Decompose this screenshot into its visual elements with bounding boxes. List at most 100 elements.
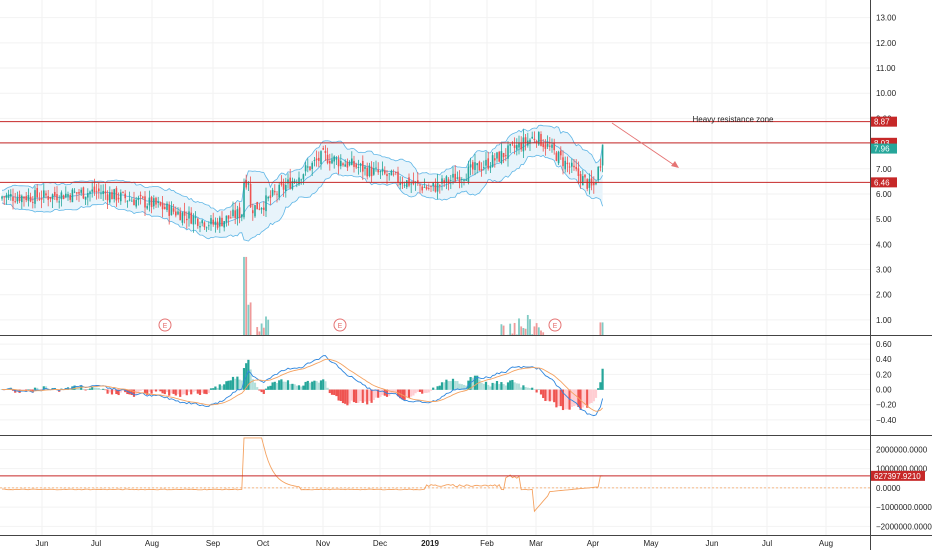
candle-body <box>61 192 63 199</box>
macd-histogram-bar <box>498 384 500 390</box>
macd-histogram-bar <box>503 384 505 390</box>
earnings-marker[interactable]: E <box>334 319 346 331</box>
macd-histogram-bar <box>219 384 221 389</box>
candle-body <box>19 195 21 202</box>
macd-histogram-bar <box>551 390 553 401</box>
candle[interactable] <box>254 205 256 218</box>
macd-histogram-bar <box>452 379 454 390</box>
price-tick-label: 12.00 <box>876 39 897 48</box>
macd-histogram-bar <box>573 390 575 407</box>
earnings-marker[interactable]: E <box>159 319 171 331</box>
annotation-arrowhead <box>671 161 679 168</box>
candle-body <box>344 164 346 166</box>
candle-body <box>461 179 463 180</box>
candle-body <box>89 192 91 194</box>
macd-histogram-bar <box>520 387 522 389</box>
candle-body <box>113 189 115 199</box>
candle-body <box>58 201 60 202</box>
x-tick-label: Dec <box>373 539 387 548</box>
macd-histogram-bar <box>373 390 375 400</box>
macd-histogram-bar <box>221 386 223 390</box>
candle-body <box>545 144 547 149</box>
macd-tick-label: −0.40 <box>876 416 897 425</box>
candle-body <box>241 215 243 217</box>
candle-body <box>166 204 168 210</box>
macd-histogram-bar <box>340 390 342 401</box>
candle[interactable] <box>538 131 540 146</box>
candle-body <box>311 163 313 169</box>
macd-histogram-bar <box>360 390 362 402</box>
volume-bar <box>265 316 267 335</box>
volume-bar <box>250 302 252 335</box>
annotation-arrow <box>612 123 677 167</box>
macd-histogram-bar <box>531 388 533 390</box>
macd-histogram-bar <box>417 390 419 392</box>
macd-histogram-bar <box>256 387 258 390</box>
macd-histogram-bar <box>82 389 84 390</box>
macd-histogram-bar <box>346 390 348 406</box>
macd-histogram-bar <box>274 382 276 390</box>
macd-histogram-bar <box>544 390 546 401</box>
candle-body <box>52 194 54 199</box>
candle-body <box>96 191 98 192</box>
macd-histogram-bar <box>162 390 164 394</box>
macd-histogram-bar <box>536 390 538 393</box>
candle-body <box>320 151 322 164</box>
candle-body <box>476 163 478 165</box>
macd-histogram-bar <box>265 389 267 390</box>
candle-body <box>353 161 355 167</box>
candle[interactable] <box>558 151 560 165</box>
candle-body <box>397 172 399 183</box>
macd-histogram-bar <box>254 383 256 390</box>
macd-tick-label: 0.40 <box>876 355 892 364</box>
macd-histogram-bar <box>276 383 278 390</box>
macd-histogram-bar <box>441 382 443 390</box>
volume-bar <box>525 329 527 335</box>
candle-body <box>140 195 142 196</box>
candle-body <box>190 213 192 224</box>
candle[interactable] <box>256 202 258 210</box>
candle-body <box>63 195 65 199</box>
earnings-marker[interactable]: E <box>549 319 561 331</box>
macd-histogram-bar <box>208 390 210 393</box>
macd-histogram-bar <box>487 385 489 390</box>
macd-histogram-bar <box>300 387 302 390</box>
candle-body <box>175 212 177 216</box>
macd-histogram-bar <box>294 384 296 390</box>
candle-body <box>133 199 135 205</box>
candle-body <box>439 185 441 186</box>
candle-body <box>223 221 225 227</box>
candle-body <box>472 162 474 169</box>
candle[interactable] <box>83 187 85 199</box>
candle-body <box>516 145 518 150</box>
macd-histogram-bar <box>483 384 485 390</box>
macd-histogram-bar <box>593 390 595 402</box>
candle[interactable] <box>479 161 481 171</box>
candle-body <box>507 145 509 158</box>
candle-body <box>129 200 131 201</box>
macd-pane[interactable] <box>1 356 604 416</box>
candle-body <box>10 194 12 196</box>
candle-body <box>549 146 551 147</box>
candle[interactable] <box>72 188 74 202</box>
candle-body <box>490 167 492 169</box>
macd-histogram-bar <box>100 389 102 390</box>
candle-body <box>160 202 162 205</box>
macd-histogram-bar <box>322 379 324 389</box>
macd-histogram-bar <box>261 390 263 393</box>
obv-pane[interactable] <box>0 438 870 511</box>
x-tick-label: Jul <box>762 539 772 548</box>
macd-histogram-bar <box>236 377 238 390</box>
candle-body <box>215 222 217 225</box>
macd-histogram-bar <box>423 390 425 393</box>
candle-body <box>228 215 230 218</box>
candle[interactable] <box>243 179 245 220</box>
candle-body <box>349 162 351 165</box>
candle-body <box>351 159 353 165</box>
candle[interactable] <box>498 151 500 162</box>
candle-body <box>388 173 390 174</box>
macd-histogram-bar <box>527 388 529 390</box>
